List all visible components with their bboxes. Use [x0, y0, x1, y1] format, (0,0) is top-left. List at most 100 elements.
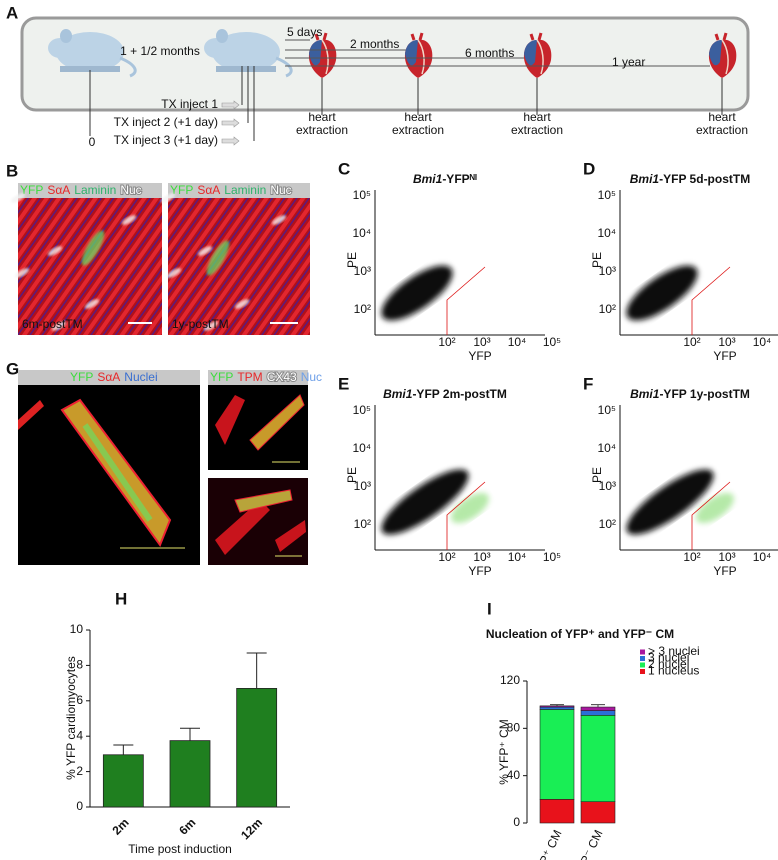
- y-axis-label: PE: [590, 467, 604, 483]
- panel-letter: E: [338, 374, 349, 393]
- y-tick-label: 6: [76, 693, 83, 707]
- flow-title: Bmi1-YFPᴺᴵ: [413, 172, 477, 186]
- y-axis-label: % YFP cardiomyocytes: [64, 656, 78, 780]
- cardiomyocyte-center: [82, 423, 153, 522]
- bar: [169, 740, 211, 808]
- y-tick-label: 10²: [599, 302, 616, 316]
- legend-swatch: [640, 656, 645, 661]
- cardiomyocyte: [234, 489, 293, 513]
- legend-label: 3 nuclei: [648, 651, 689, 665]
- y-tick-label: 10: [70, 622, 84, 636]
- stain-legend: YFP SαA Laminin Nuc: [20, 183, 142, 197]
- y-axis-label: PE: [345, 467, 359, 483]
- bar-segment: [539, 705, 575, 708]
- panel-letter: D: [583, 159, 595, 178]
- nucleus-blob: [10, 193, 26, 203]
- x-tick-label: 10⁴: [753, 335, 772, 349]
- nucleus-blob: [47, 246, 63, 256]
- yfp-events: [451, 492, 489, 524]
- cardiomyocyte: [215, 500, 270, 555]
- gene-name: Bmi1: [630, 172, 660, 186]
- caption: 1y-postTM: [172, 317, 229, 331]
- legend-label: 2 nuclei: [648, 657, 689, 671]
- extraction-label: extraction: [511, 123, 563, 137]
- error-bar: [550, 704, 564, 706]
- chart-title: Nucleation of YFP⁺ and YFP⁻ CM: [486, 627, 674, 641]
- y-tick-label: 10⁴: [597, 441, 616, 455]
- interval-label: 2 months: [350, 37, 399, 51]
- micrograph: [18, 198, 162, 335]
- bar-segment: [539, 709, 575, 800]
- bar: [236, 688, 278, 808]
- panel-letter: H: [115, 589, 127, 608]
- bar-segment: [580, 706, 616, 711]
- extraction-label: heart: [523, 110, 551, 124]
- cardiomyocyte: [215, 395, 245, 445]
- panel-letter: B: [6, 161, 18, 180]
- stain-name: YFP: [20, 183, 43, 197]
- x-tick-label: 10²: [683, 335, 700, 349]
- legend-swatch: [640, 669, 645, 674]
- nucleus-blob: [14, 268, 30, 278]
- stain-name: Laminin: [224, 183, 266, 197]
- legend-label: > 3 nuclei: [648, 644, 700, 658]
- stain-name: YFP: [70, 370, 93, 384]
- timeline-box: [20, 16, 750, 112]
- extraction-label: heart: [404, 110, 432, 124]
- x-axis-label: Time post induction: [128, 842, 232, 856]
- y-tick-label: 10²: [599, 517, 616, 531]
- x-tick-label: 6m: [176, 815, 198, 837]
- y-tick-label: 10³: [354, 264, 371, 278]
- y-tick-label: 80: [507, 721, 521, 735]
- bar-segment: [539, 799, 575, 824]
- nucleus-blob: [203, 321, 219, 331]
- bar-segment: [539, 706, 575, 710]
- yfp-events: [696, 492, 734, 524]
- x-axis-label: YFP: [468, 564, 491, 578]
- legend-swatch: [640, 649, 645, 655]
- y-tick-label: 4: [76, 728, 83, 742]
- gate: [691, 481, 731, 550]
- legend-swatch: [640, 662, 645, 668]
- event-cloud: [381, 265, 453, 321]
- x-tick-label: 10³: [473, 550, 490, 564]
- panel-letter: I: [487, 599, 492, 618]
- yfp-cell: [81, 230, 105, 266]
- y-tick-label: 10⁴: [352, 226, 371, 240]
- stain-name: SαA: [197, 183, 220, 197]
- nucleus-blob: [166, 268, 182, 278]
- stain-name: CX43: [267, 370, 297, 384]
- extraction-label: heart: [308, 110, 336, 124]
- y-tick-label: 40: [507, 768, 521, 782]
- event-cloud: [626, 469, 714, 535]
- stain-bar: [18, 370, 200, 385]
- interval-label: 5 days: [287, 25, 322, 39]
- x-tick-label: 10⁴: [508, 550, 527, 564]
- flow-title: Bmi1-YFP 1y-postTM: [630, 387, 750, 401]
- x-tick-label: 10⁵: [543, 335, 561, 349]
- y-axis-label: PE: [590, 252, 604, 268]
- stain-name: Laminin: [74, 183, 116, 197]
- stain-legend: YFP SαA Nuclei: [70, 370, 158, 384]
- panel-letter: F: [583, 374, 593, 393]
- injection-label: TX inject 3 (+1 day): [114, 133, 218, 147]
- interval-label: 1 + 1/2 months: [120, 44, 200, 58]
- extraction-label: heart: [708, 110, 736, 124]
- stain-name: TPM: [237, 370, 262, 384]
- neighbor-cell: [18, 400, 44, 430]
- bar: [102, 754, 144, 808]
- micrograph: [168, 198, 310, 335]
- y-tick-label: 2: [76, 764, 83, 778]
- y-tick-label: 10²: [354, 517, 371, 531]
- nucleus-blob: [160, 193, 176, 203]
- interval-label: 1 year: [612, 55, 645, 69]
- start-label: 0: [89, 135, 96, 149]
- x-tick-label: YFP⁻ CM: [571, 828, 606, 860]
- bar-segment: [580, 715, 616, 802]
- y-axis-label: % YFP⁺ CM: [497, 719, 511, 784]
- y-tick-label: 120: [500, 673, 520, 687]
- error-bar: [591, 704, 605, 708]
- cardiomyocyte: [249, 394, 305, 451]
- x-tick-label: 12m: [238, 815, 265, 842]
